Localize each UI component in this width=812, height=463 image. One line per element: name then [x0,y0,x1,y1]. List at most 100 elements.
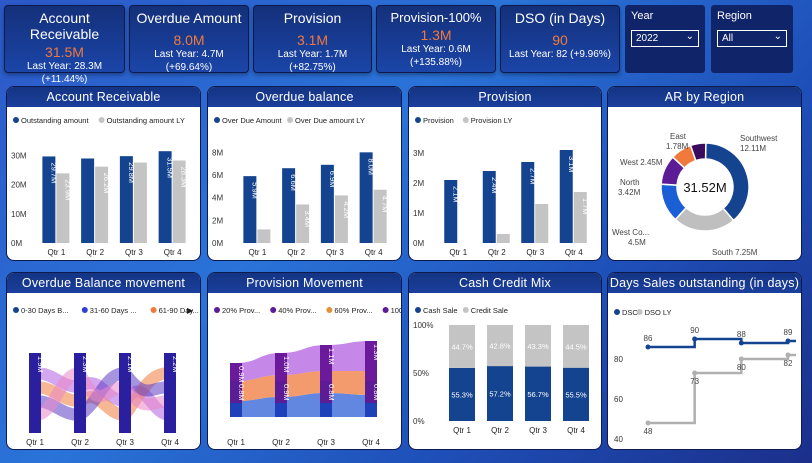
region-chart-panel[interactable]: AR by Region Southwest 12.11M South 7.25M W… [607,86,802,261]
y-tick-label: 30M [11,152,27,161]
y-tick-label: 20M [11,181,27,190]
bar [42,156,56,243]
legend-marker [214,307,220,313]
x-tick-label: Qtr 1 [47,248,65,257]
bar-credit [525,325,551,367]
legend-entry: Outstanding amount [21,116,89,125]
dso-point [645,344,651,350]
bar [257,229,271,243]
bar-credit [487,325,513,367]
chevron-down-icon: ⌄ [773,31,782,42]
legend-entry: 100% Pro... [391,306,402,315]
data-label: 90 [690,326,699,335]
ribbon-column [29,353,41,433]
legend-marker [415,307,421,313]
kpi-change: (+11.44%) [41,74,88,85]
bar [296,204,310,243]
data-label: 0.9M [282,384,291,401]
bar [444,180,458,243]
region-dropdown[interactable]: All ⌄ [717,30,787,47]
x-tick-label: Qtr 3 [526,248,544,257]
bar-cash [487,366,513,421]
dso-line [648,353,796,425]
legend-marker [287,117,293,123]
panel-title: Account Receivable [7,87,200,107]
provision-bar-chart: Provision Provision LY 0M 1M 2M 3M 2.1M Qtr 1 2.… [413,116,590,257]
cashmix-chart-panel[interactable]: Cash Credit Mix Cash Sale Credit Sale 0% 50… [408,272,602,450]
dso-point [692,336,698,342]
legend-entry: 40% Prov... [278,306,316,315]
legend-marker [462,117,469,123]
legend-entry: DSO LY [645,308,672,317]
region-dropdown-value: All [722,33,734,44]
provision-chart-panel[interactable]: Provision Provision Provision LY 0M 1M 2M 3M 2… [408,86,602,261]
data-label: 5.9M [250,182,259,199]
bar [373,189,387,243]
data-label: 2.3M [81,356,90,373]
x-tick-label: Qtr 4 [164,248,182,257]
bar [133,162,147,243]
dso-chart-panel[interactable]: Days Sales outstanding (in days) DSO DSO … [607,272,802,450]
x-tick-label: Qtr 4 [362,438,380,447]
ribbon-column [164,353,176,433]
kpi-title: Provision [283,10,342,26]
overdue-bar-chart: Over Due Amount Over Due amount LY 0M 2M 4M 6… [212,116,390,257]
ar-chart-panel[interactable]: Account Receivable Outstanding amount Out… [6,86,201,261]
y-tick-label: 2M [413,179,424,188]
year-slicer: Year 2022 ⌄ [625,5,705,73]
y-tick-label: 40 [614,435,623,444]
y-tick-label: 4M [212,194,223,203]
chevron-down-icon: ⌄ [685,31,694,42]
x-tick-label: Qtr 1 [248,248,266,257]
ribbon-column [320,403,332,417]
kpi-value: 90 [552,32,568,48]
year-slicer-label: Year [631,10,654,22]
kpi-overdue-amount: Overdue Amount 8.0M Last Year: 4.7M (+69… [129,5,249,73]
overdue-chart-panel[interactable]: Overdue balance Over Due Amount Over Due … [207,86,402,261]
movement-chart-panel[interactable]: Overdue Balance movement 0-30 Days B... 3… [6,272,201,450]
year-dropdown[interactable]: 2022 ⌄ [631,30,699,47]
data-label: 1.1M [327,348,336,365]
data-label: 3.1M [567,156,576,173]
bar [56,173,70,243]
panel-title: Provision [409,87,601,107]
ribbon-column [230,381,242,403]
data-label: 4.7M [381,196,390,213]
bar [334,195,348,243]
legend-entry: Outstanding amount LY [107,116,185,125]
kpi-last-year: Last Year: 0.6M [401,44,471,55]
x-tick-label: Qtr 1 [227,438,245,447]
provmove-chart-panel[interactable]: Provision Movement 20% Prov... 40% Prov..… [207,272,402,450]
ribbon-band [236,393,371,417]
bar [573,192,587,243]
x-tick-label: Qtr 4 [161,438,179,447]
legend-entry: 61-90 Day... [159,306,199,315]
donut-slice [674,206,735,232]
y-tick-label: 2M [212,216,223,225]
data-label: 2.7M [528,168,537,185]
slice-label: 3.42M [618,188,641,197]
data-label: 89 [784,328,793,337]
data-label: 55.3% [451,390,473,399]
kpi-last-year: Last Year: 28.3M [26,61,103,72]
bar [521,162,535,243]
bar [535,204,549,243]
x-tick-label: Qtr 4 [565,248,583,257]
kpi-title: Provision-100% [390,10,482,25]
ribbon-column [320,381,332,403]
legend-entry: 20% Prov... [222,306,260,315]
legend-marker [636,309,643,315]
legend-marker [98,117,105,123]
x-tick-label: Qtr 2 [488,248,506,257]
bar [359,152,373,243]
ribbon-column [365,403,377,417]
data-label: 3.4M [303,210,312,227]
x-tick-label: Qtr 2 [272,438,290,447]
slice-label: North [620,178,640,187]
y-tick-label: 60 [614,395,623,404]
donut-center-value: 31.52M [683,180,726,195]
ribbon-column [275,353,287,381]
x-tick-label: Qtr 1 [449,248,467,257]
y-tick-label: 80 [614,355,623,364]
